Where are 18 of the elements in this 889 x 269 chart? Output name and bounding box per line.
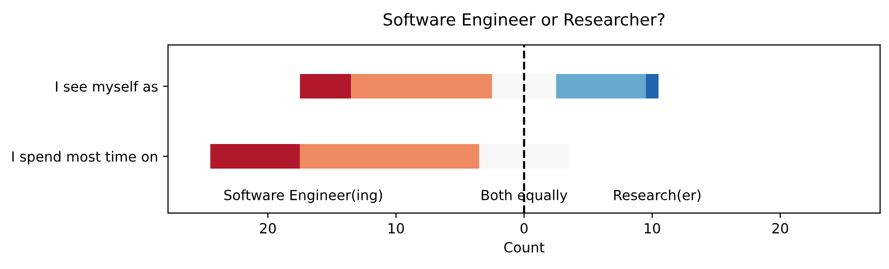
bar xyxy=(646,74,659,99)
x-tick-label: 20 xyxy=(260,223,276,234)
annotation: Software Engineer(ing) xyxy=(224,190,382,203)
annotation: Research(er) xyxy=(614,190,700,202)
bar xyxy=(556,74,646,99)
bar xyxy=(210,144,300,169)
x-tick-label: 10 xyxy=(644,223,660,234)
bar xyxy=(492,74,556,99)
chart-title: Software Engineer or Researcher? xyxy=(384,12,664,29)
x-tick-label: 10 xyxy=(388,223,404,234)
annotation: Both equally xyxy=(482,190,568,203)
bar xyxy=(351,74,492,99)
x-tick-label: 20 xyxy=(772,223,788,234)
y-tick-label: I spend most time on xyxy=(12,151,158,164)
x-axis-title: Count xyxy=(504,242,544,253)
y-tick-label: I see myself as xyxy=(56,80,158,94)
bar xyxy=(300,74,352,99)
x-tick-label: 0 xyxy=(520,223,528,234)
